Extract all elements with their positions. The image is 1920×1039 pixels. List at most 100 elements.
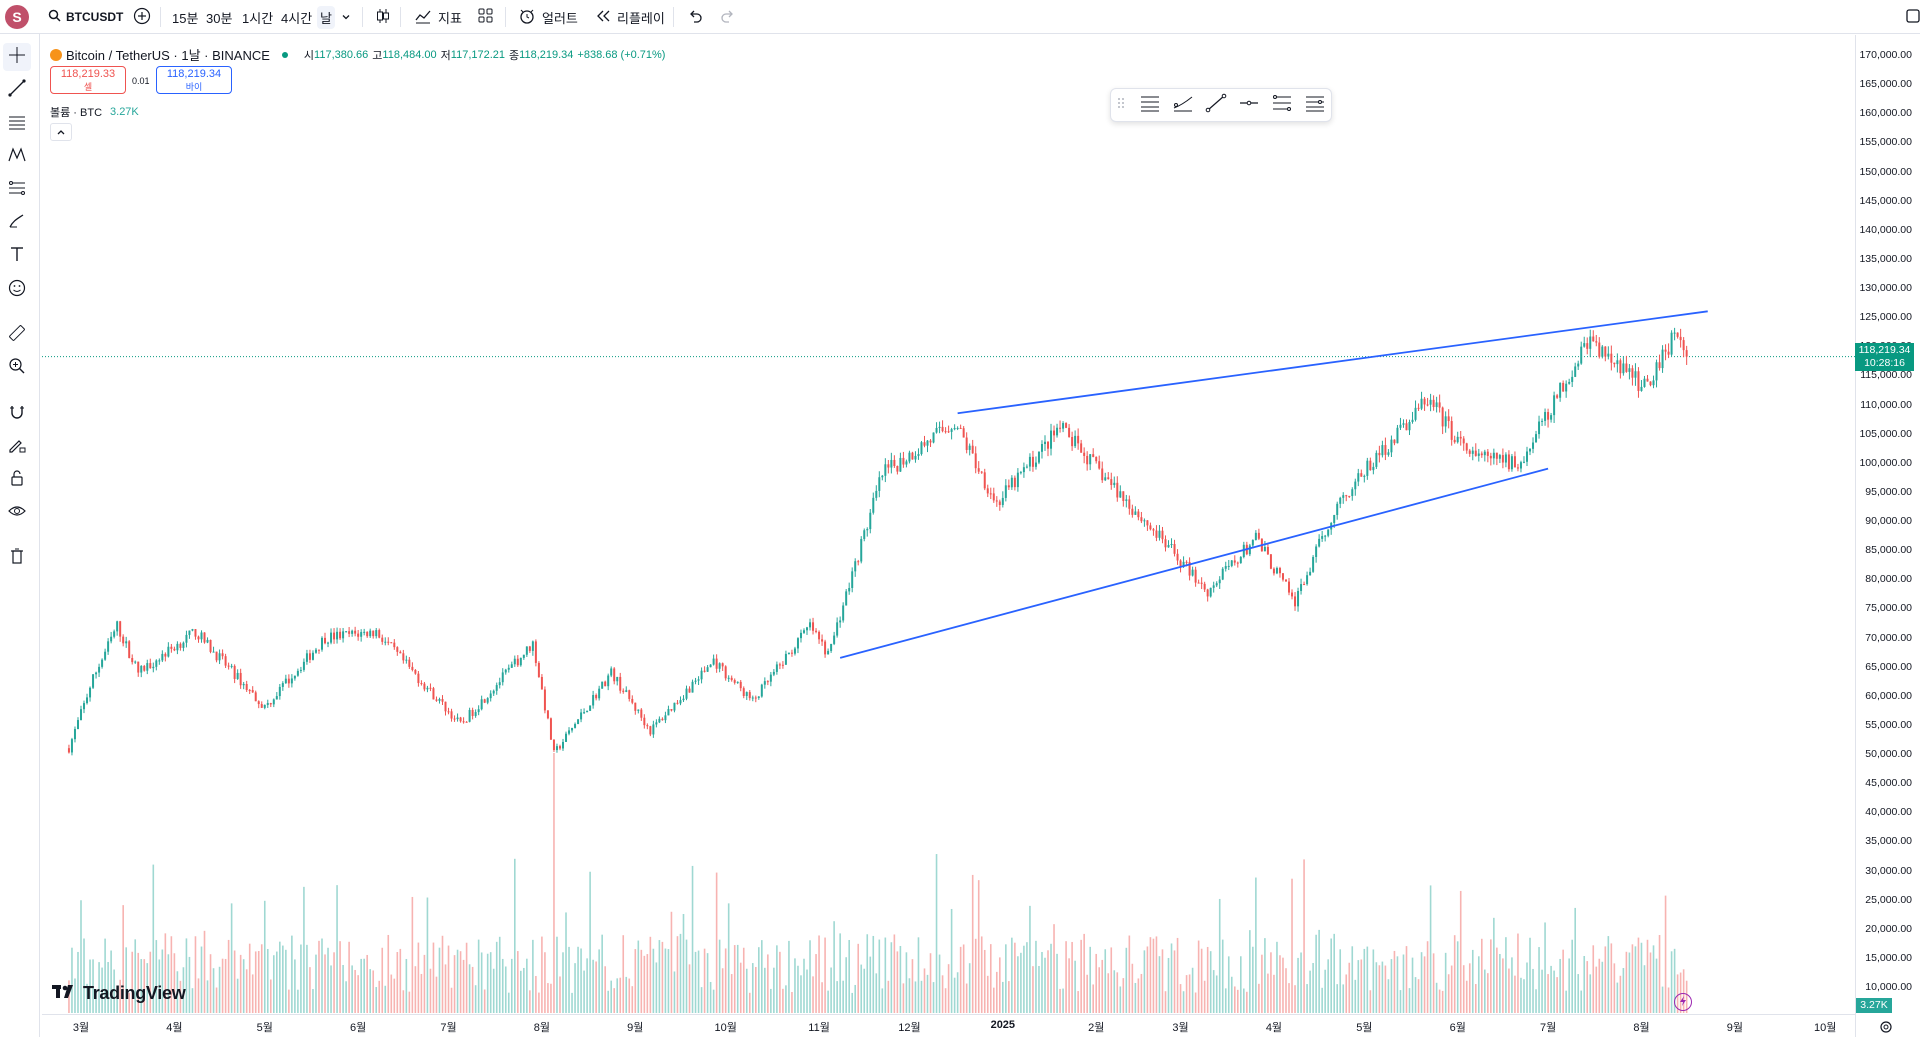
lock-all-tool[interactable]: [3, 466, 31, 494]
time-axis[interactable]: 3월 4월 5월 6월 7월 8월 9월 10월 11월 12월 2025 2월 3월 4월 5월 6월 7월 8…: [42, 1014, 1855, 1037]
volume-bar: [179, 980, 182, 1013]
user-avatar[interactable]: S: [5, 5, 29, 29]
price-axis[interactable]: 170,000.00 165,000.00 160,000.00 155,000.00…: [1855, 35, 1920, 1037]
candle-body: [721, 663, 724, 667]
volume-bar: [703, 948, 706, 1013]
candle-body: [1586, 343, 1589, 349]
emoji-tool[interactable]: [3, 276, 31, 304]
pattern-tool[interactable]: [3, 143, 31, 171]
redo-button[interactable]: [720, 0, 736, 34]
candle-body: [679, 700, 682, 704]
volume-bar: [239, 954, 242, 1013]
volume-bar: [739, 962, 742, 1013]
candle-body: [631, 698, 634, 703]
crosshair-tool[interactable]: [3, 43, 31, 71]
interval-day-button[interactable]: 날: [317, 0, 335, 34]
legend-title[interactable]: Bitcoin / TetherUS · 1날 · BINANCE: [66, 48, 270, 63]
candle-body: [474, 712, 477, 716]
volume-bar: [1682, 969, 1685, 1013]
tradingview-logo[interactable]: TradingView: [52, 983, 186, 1004]
undo-button[interactable]: [687, 0, 703, 34]
price-chart[interactable]: [42, 35, 1855, 1037]
candle-body: [784, 653, 787, 665]
alert-button[interactable]: 얼러트: [518, 0, 578, 34]
horizontal-ray-icon[interactable]: [1238, 93, 1260, 118]
fullscreen-button[interactable]: [1906, 0, 1920, 34]
candle-body: [1345, 495, 1348, 497]
buy-button[interactable]: 118,219.34 바이: [156, 66, 232, 94]
collapse-legend-button[interactable]: [50, 123, 72, 141]
fib-retracement-icon[interactable]: [1271, 93, 1293, 118]
fib-extension-icon[interactable]: [1304, 93, 1326, 118]
hide-drawings-tool[interactable]: [3, 499, 31, 527]
candle-body: [1444, 416, 1447, 427]
candle-body: [778, 664, 781, 666]
candle-body: [1065, 423, 1068, 428]
volume-bar: [483, 989, 486, 1013]
candle-body: [248, 690, 251, 692]
volume-bar: [1520, 977, 1522, 1013]
measure-tool[interactable]: [3, 321, 31, 349]
trend-line-tool[interactable]: [3, 76, 31, 104]
sell-button[interactable]: 118,219.33 셀: [50, 66, 126, 94]
candle-body: [1366, 460, 1369, 476]
remove-drawings-tool[interactable]: [3, 544, 31, 572]
horizontal-lines-tool[interactable]: [3, 110, 31, 138]
text-tool[interactable]: [3, 242, 31, 270]
candle-body: [390, 642, 393, 644]
volume-bar: [1610, 943, 1613, 1013]
high-value: 118,484.00: [382, 48, 437, 61]
magnet-tool[interactable]: [3, 400, 31, 428]
interval-15m-button[interactable]: 15분: [172, 10, 199, 26]
volume-bar: [1276, 941, 1278, 1013]
volume-bar: [1511, 957, 1513, 1013]
volume-bar: [194, 936, 197, 1013]
regression-trend-icon[interactable]: [1172, 93, 1194, 118]
drag-handle-icon[interactable]: [1117, 96, 1127, 115]
volume-bar: [254, 951, 257, 1013]
parallel-channel-icon[interactable]: [1139, 93, 1161, 118]
replay-button[interactable]: 리플레이: [595, 0, 665, 34]
candle-body: [1306, 575, 1309, 585]
volume-label[interactable]: 볼륨 · BTC: [50, 107, 103, 119]
chart-type-button[interactable]: [374, 0, 392, 34]
volume-bar: [833, 921, 835, 1013]
zoom-in-tool[interactable]: [3, 354, 31, 382]
candle-body: [1685, 350, 1688, 357]
interval-1h-button[interactable]: 1시간: [242, 10, 274, 26]
indicators-button[interactable]: 지표: [414, 0, 462, 34]
spread-value: 0.01: [132, 76, 150, 86]
candle-body: [881, 475, 884, 478]
time-axis-label: 7월: [1539, 1022, 1557, 1034]
interval-dropdown-button[interactable]: [341, 0, 351, 34]
volume-bar: [1453, 935, 1456, 1013]
forecast-tool[interactable]: [3, 176, 31, 204]
compare-add-symbol-button[interactable]: [133, 0, 151, 34]
symbol-search-button[interactable]: BTCUSDT: [48, 0, 123, 34]
volume-bar: [417, 942, 420, 1013]
candle-body: [290, 678, 293, 684]
axis-settings-button[interactable]: [1879, 1020, 1893, 1039]
volume-bar: [1092, 984, 1094, 1013]
lock-drawing-tool[interactable]: [3, 433, 31, 461]
price-axis-label: 150,000.00: [1859, 165, 1912, 178]
trend-line-icon[interactable]: [1205, 93, 1227, 118]
interval-30m-button[interactable]: 30분: [206, 10, 233, 26]
text-t-icon: [7, 244, 27, 269]
candle-body: [1616, 360, 1619, 365]
volume-bar: [655, 962, 658, 1013]
realtime-data-button[interactable]: [1674, 993, 1692, 1011]
candle-body: [327, 642, 330, 644]
interval-4h-button[interactable]: 4시간: [281, 10, 313, 26]
candle-body: [257, 701, 260, 705]
brush-tool[interactable]: [3, 209, 31, 237]
candle-body: [757, 696, 760, 698]
candle-body: [471, 709, 474, 716]
candle-body: [1598, 342, 1601, 357]
volume-bar: [426, 897, 429, 1013]
volume-bar: [444, 964, 447, 1013]
volume-bar: [1456, 941, 1459, 1013]
volume-bar: [104, 938, 106, 1013]
time-axis-label: 9월: [627, 1022, 644, 1034]
templates-button[interactable]: [477, 0, 494, 34]
